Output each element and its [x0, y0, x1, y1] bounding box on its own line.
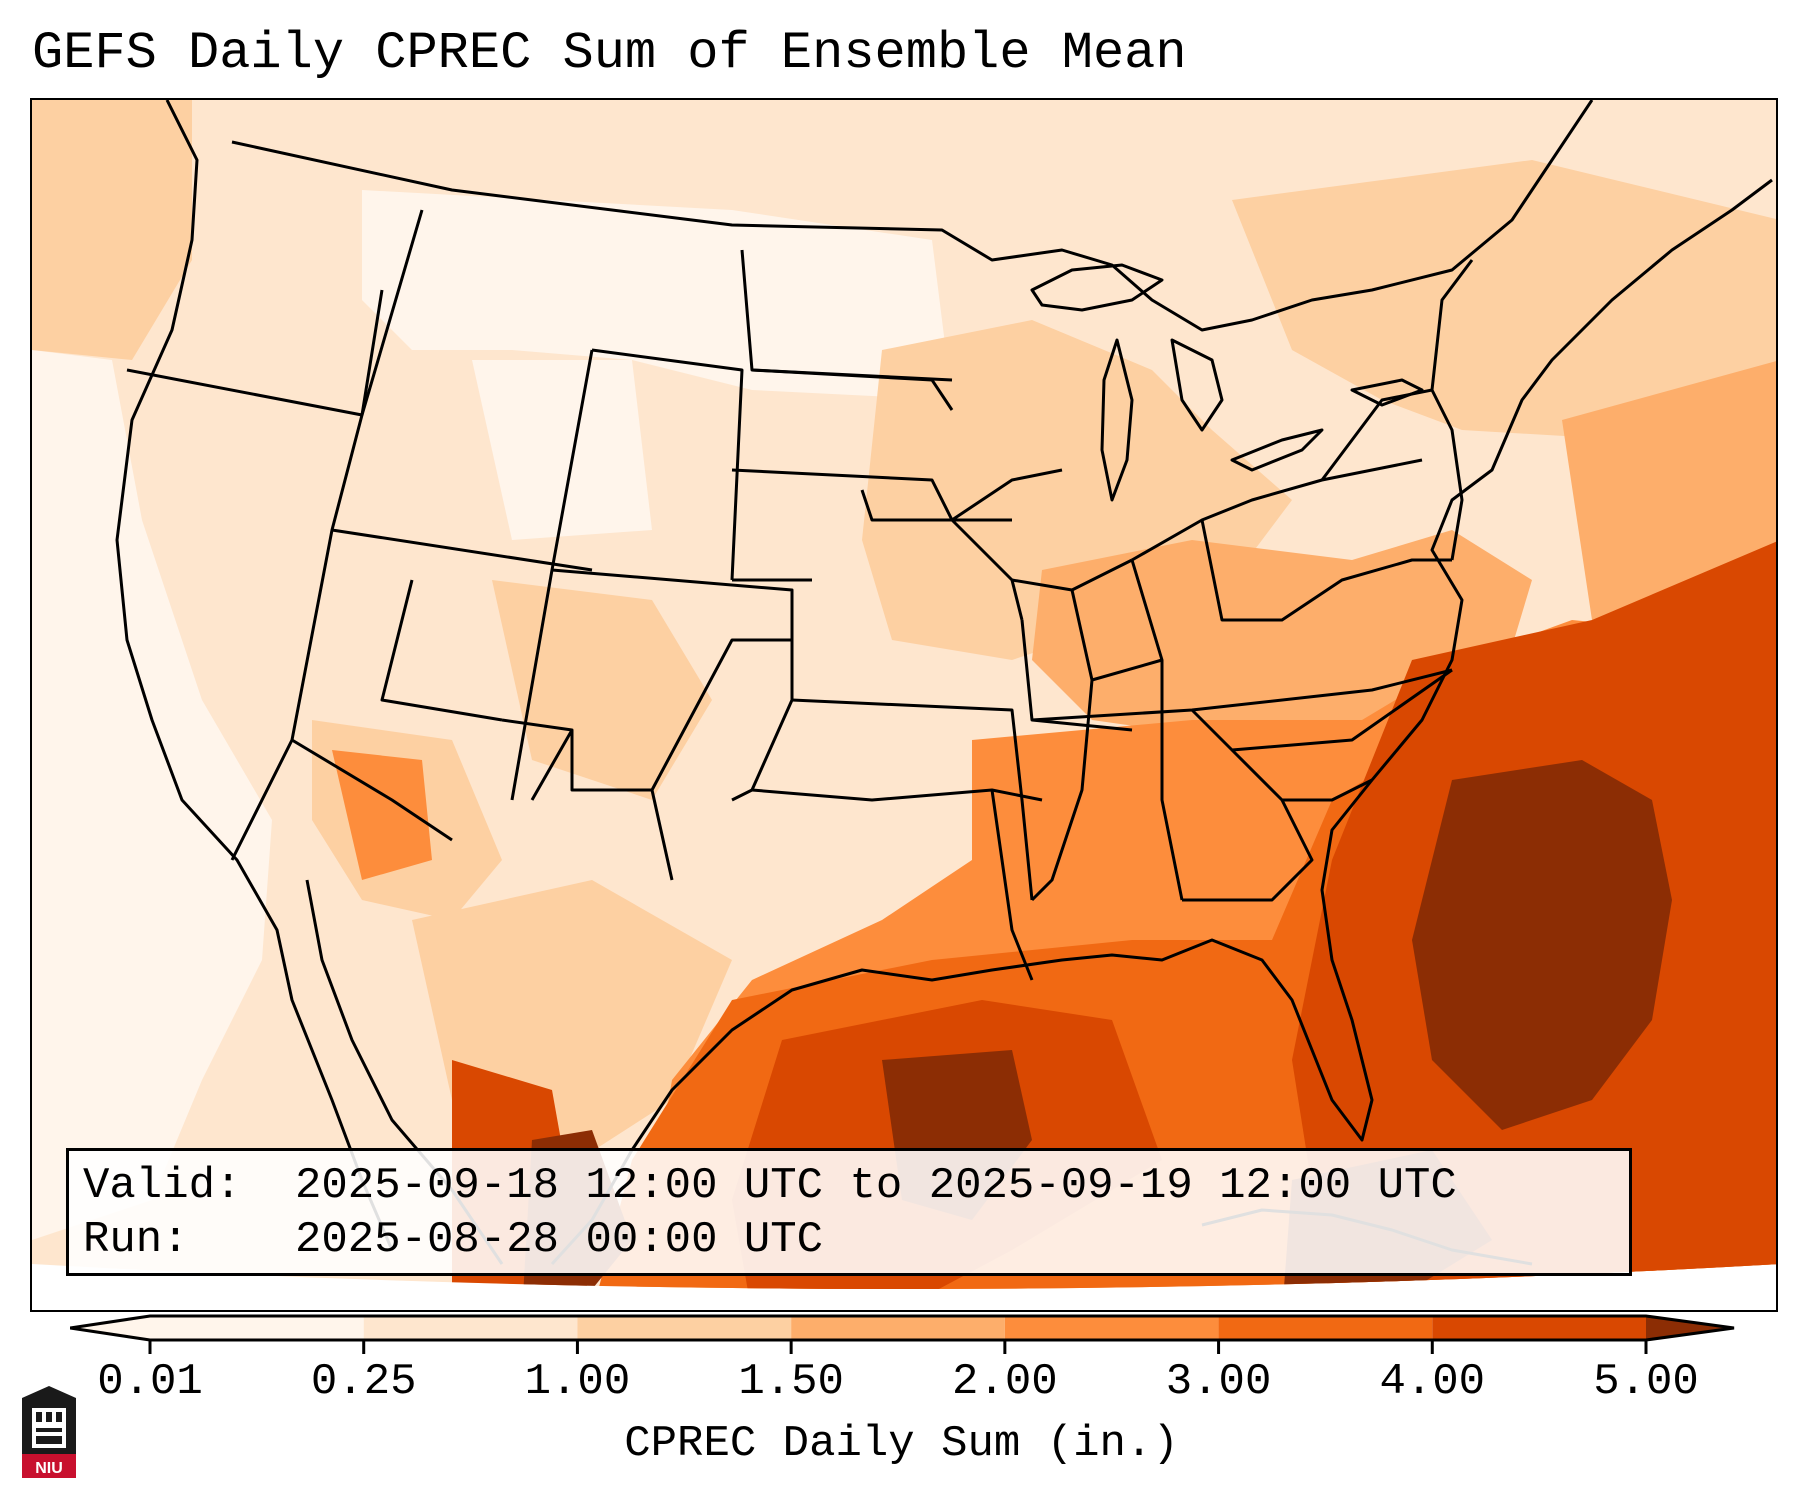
precip-region-c2 — [492, 580, 712, 800]
lake-erie — [1230, 428, 1324, 472]
colorbar-tick-label: 1.00 — [524, 1357, 631, 1407]
colorbar-tick-label: 0.01 — [97, 1357, 203, 1407]
niu-logo: NIU — [22, 1386, 76, 1478]
precip-region-c2 — [1232, 160, 1776, 440]
page-title: GEFS Daily CPREC Sum of Ensemble Mean — [32, 24, 1187, 83]
colorbar-segment — [1004, 1316, 1219, 1340]
colorbar-extend-high — [1646, 1316, 1734, 1340]
precip-region-c4 — [332, 750, 432, 880]
colorbar-segment — [150, 1316, 364, 1340]
svg-text:NIU: NIU — [35, 1460, 63, 1477]
run-value: 2025-08-28 00:00 UTC — [295, 1215, 824, 1265]
canada-border — [231, 100, 1594, 332]
colorbar-tick-label: 2.00 — [952, 1357, 1058, 1407]
precip-region-c0 — [362, 190, 952, 400]
valid-row: Valid: 2025-09-18 12:00 UTC to 2025-09-19… — [83, 1159, 1629, 1213]
colorbar-segment — [363, 1316, 578, 1340]
precip-region-c0 — [472, 360, 652, 540]
precip-region-c0 — [32, 350, 272, 1240]
precip-region-c2 — [32, 100, 192, 360]
colorbar-extend-low — [70, 1316, 150, 1340]
precip-region-c7 — [1412, 760, 1672, 1130]
valid-run-info: Valid: 2025-09-18 12:00 UTC to 2025-09-19… — [66, 1148, 1632, 1276]
lake-michigan — [1100, 338, 1134, 502]
colorbar — [70, 1314, 1735, 1354]
lake-huron — [1170, 338, 1224, 432]
run-row: Run: 2025-08-28 00:00 UTC — [83, 1213, 1629, 1267]
precipitation-map — [30, 98, 1778, 1312]
colorbar-tick-label: 4.00 — [1379, 1357, 1486, 1407]
colorbar-segment — [1218, 1316, 1433, 1340]
colorbar-label: CPREC Daily Sum (in.) — [624, 1419, 1179, 1469]
colorbar-tick-label: 3.00 — [1165, 1357, 1272, 1407]
coastline — [115, 100, 394, 1251]
lake-ontario — [1350, 378, 1424, 407]
colorbar-segment — [791, 1316, 1005, 1340]
map-canvas — [32, 100, 1776, 1289]
valid-label: Valid: — [83, 1161, 242, 1211]
run-label: Run: — [83, 1215, 189, 1265]
gulf-coast — [550, 178, 1773, 1266]
lake-superior — [1030, 263, 1164, 312]
colorbar-segment — [1432, 1316, 1646, 1340]
colorbar-tick-label: 5.00 — [1593, 1357, 1699, 1407]
precipitation-field — [32, 100, 1776, 1289]
colorbar-tick-label: 1.50 — [738, 1357, 844, 1407]
colorbar-segment — [577, 1316, 792, 1340]
valid-value: 2025-09-18 12:00 UTC to 2025-09-19 12:00… — [295, 1161, 1457, 1211]
colorbar-tick-label: 0.25 — [310, 1357, 417, 1407]
